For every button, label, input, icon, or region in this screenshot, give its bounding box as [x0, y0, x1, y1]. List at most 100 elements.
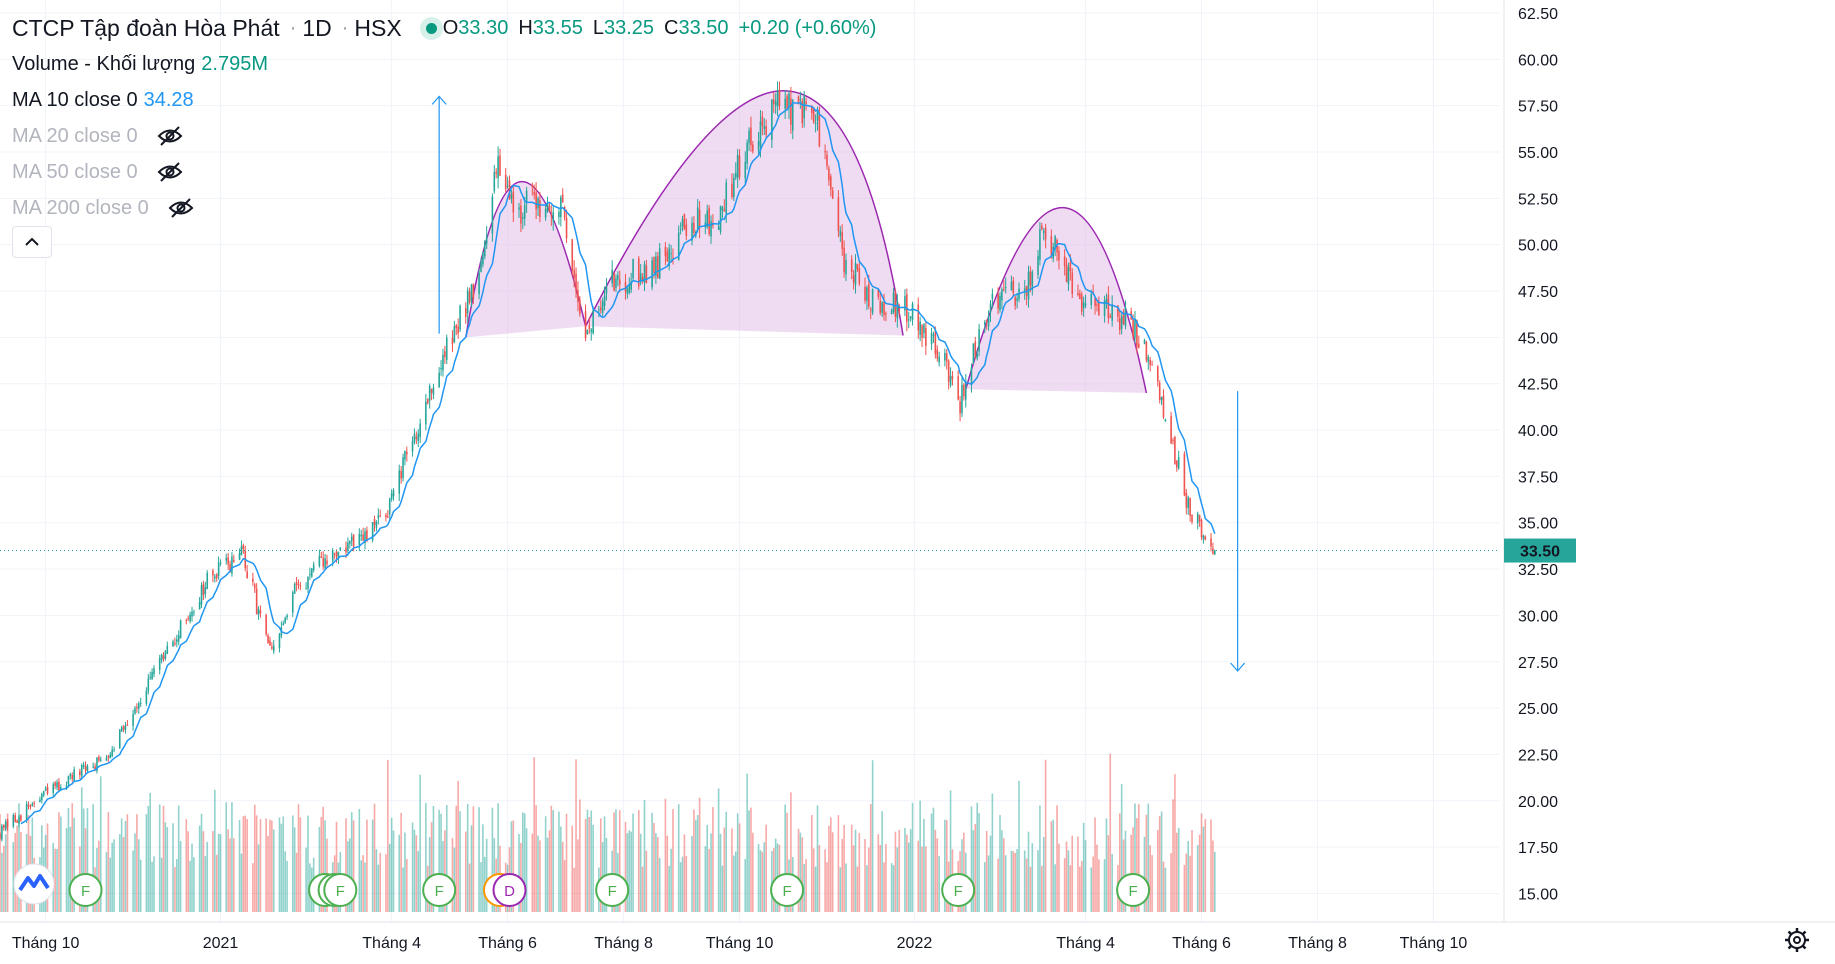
candle-body — [978, 329, 980, 352]
ma20-legend-row[interactable]: MA 20 close 0 — [12, 118, 886, 154]
candle-body — [145, 690, 148, 704]
candle-body — [1023, 288, 1026, 293]
candle-body — [1158, 382, 1161, 400]
event-marker[interactable]: F — [68, 873, 103, 907]
candle-body — [864, 286, 866, 301]
high-value: 33.55 — [532, 16, 583, 39]
event-markers[interactable]: FFFFFDFFFF — [68, 873, 1151, 907]
candle-body — [3, 824, 5, 828]
ma50-legend-row[interactable]: MA 50 close 0 — [12, 154, 886, 190]
candle-body — [630, 281, 632, 290]
time-axis[interactable]: Tháng 10 2021 Tháng 4 Tháng 6 Tháng 8 Tháng 1… — [0, 921, 1835, 952]
gear-icon[interactable] — [1785, 928, 1809, 952]
candle-body — [892, 292, 895, 312]
candle-body — [930, 333, 933, 345]
price-tick-label: 27.50 — [1518, 655, 1558, 672]
legend-title-row: CTCP Tập đoàn Hòa Phát · 1D · HSX O 33.30… — [12, 10, 886, 46]
eye-off-icon[interactable] — [167, 197, 195, 219]
volume-bar — [590, 810, 593, 912]
volume-bar — [385, 854, 387, 912]
candle-body — [759, 121, 762, 147]
candle-body — [1065, 265, 1068, 282]
volume-bar — [257, 844, 260, 912]
volume-bar — [603, 816, 606, 912]
candle-body — [164, 651, 167, 659]
eye-off-icon[interactable] — [156, 125, 184, 147]
candle-body — [970, 367, 973, 385]
volume-bar — [797, 828, 800, 912]
tradingview-logo-icon[interactable] — [13, 863, 55, 905]
candle-body — [177, 635, 180, 642]
candle-body — [193, 611, 195, 613]
candle-body — [4, 821, 7, 830]
candle-body — [552, 212, 555, 222]
volume-bar — [1080, 860, 1083, 912]
candle-body — [1160, 396, 1163, 401]
eye-off-icon[interactable] — [156, 161, 184, 183]
volume-value: 2.795M — [201, 52, 268, 75]
candle-body — [67, 775, 70, 785]
candle-body — [826, 155, 828, 166]
event-marker[interactable]: F — [770, 873, 805, 907]
volume-bar — [1176, 832, 1178, 912]
event-marker[interactable]: F — [941, 873, 976, 907]
market-status-dot[interactable] — [425, 22, 437, 34]
volume-bar — [949, 790, 952, 912]
candle-body — [54, 782, 56, 786]
volume-bar — [710, 833, 712, 912]
volume-bar — [1164, 867, 1167, 912]
volume-bar — [923, 818, 925, 912]
volume-bar — [896, 847, 899, 912]
candle-body — [451, 337, 454, 345]
candle-body — [120, 727, 123, 732]
time-tick-label: Tháng 6 — [1172, 935, 1231, 952]
candle-body — [890, 310, 893, 315]
event-marker[interactable]: F — [1116, 873, 1151, 907]
candle-body — [482, 253, 484, 265]
price-axis[interactable]: 15.00 17.50 20.00 22.50 25.00 27.50 30.00 32.50… — [1503, 0, 1576, 922]
ma200-legend-row[interactable]: MA 200 close 0 — [12, 190, 886, 226]
candle-body — [1063, 256, 1066, 267]
candle-body — [453, 326, 456, 342]
volume-bar — [868, 847, 870, 912]
candle-body — [80, 764, 83, 776]
exchange: HSX — [354, 14, 402, 41]
event-marker[interactable]: F — [323, 873, 358, 907]
candle-body — [493, 172, 496, 192]
ma10-legend-row[interactable]: MA 10 close 0 34.28 — [12, 82, 886, 118]
collapse-legend-button[interactable] — [12, 226, 52, 258]
candle-body — [801, 100, 804, 124]
volume-bar — [413, 829, 416, 912]
candle-body — [791, 100, 794, 131]
volume-bar — [6, 813, 9, 912]
candle-body — [964, 381, 967, 400]
event-marker[interactable]: D — [492, 873, 527, 907]
ma20-label: MA 20 close 0 — [12, 124, 138, 147]
volume-bar — [455, 805, 458, 912]
candle-body — [392, 490, 395, 497]
event-marker[interactable]: F — [595, 873, 630, 907]
candle-body — [109, 754, 112, 759]
time-tick-label: 2022 — [897, 935, 933, 952]
event-marker[interactable]: F — [422, 873, 457, 907]
candle-body — [1071, 272, 1074, 294]
candle-body — [719, 206, 722, 232]
interval[interactable]: 1D — [302, 14, 332, 41]
company-name[interactable]: CTCP Tập đoàn Hòa Phát — [12, 14, 280, 41]
volume-bar — [985, 830, 988, 912]
volume-legend-row[interactable]: Volume - Khối lượng 2.795M — [12, 46, 886, 82]
volume-bar — [624, 821, 627, 912]
candle-body — [765, 126, 767, 135]
candle-body — [307, 576, 309, 589]
volume-bar — [522, 812, 524, 912]
volume-bar — [417, 850, 420, 912]
volume-bar — [744, 859, 747, 912]
candle-body — [99, 759, 102, 762]
candle-body — [656, 256, 659, 278]
volume-bar — [373, 803, 376, 912]
volume-bar — [989, 835, 992, 912]
candle-body — [641, 277, 644, 282]
volume-bar — [149, 792, 151, 912]
volume-bar — [535, 805, 537, 912]
